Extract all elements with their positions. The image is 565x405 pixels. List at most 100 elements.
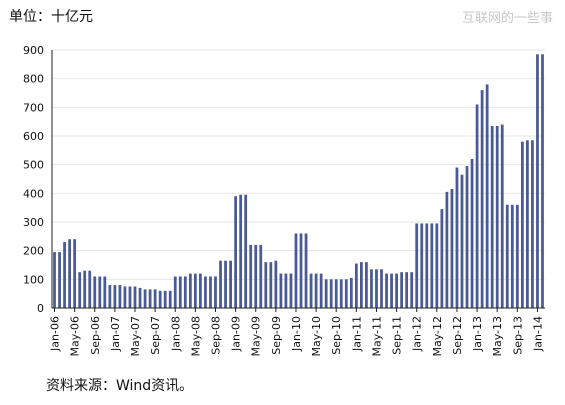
bar	[370, 269, 373, 308]
bar	[118, 285, 122, 308]
bar	[480, 90, 484, 308]
x-tick-label: May-13	[491, 316, 504, 357]
bar	[495, 125, 499, 308]
x-tick-label: May-11	[370, 316, 383, 357]
bar	[133, 286, 137, 308]
x-tick-label: Sep-13	[511, 316, 524, 355]
bar	[515, 204, 519, 308]
bar	[485, 84, 489, 309]
bar	[430, 223, 434, 308]
y-tick-label: 900	[23, 44, 44, 57]
bar	[405, 272, 409, 308]
bar	[148, 289, 152, 308]
bar	[128, 286, 132, 308]
x-tick-label: Sep-07	[149, 316, 162, 355]
bar	[349, 277, 353, 308]
bar-chart: 0 100 200 300 400 500 600 700 800 900 Jan-06 May-0…	[23, 44, 545, 357]
bar	[163, 290, 167, 308]
x-tick-label: Jan-12	[411, 316, 424, 352]
bar	[415, 223, 419, 308]
bar	[249, 244, 253, 308]
bar	[289, 273, 293, 308]
y-tick-label: 700	[23, 101, 44, 114]
bar	[188, 273, 192, 308]
bar	[465, 166, 469, 308]
bar	[153, 289, 157, 308]
bar	[73, 239, 77, 308]
x-tick-label: Jan-06	[49, 316, 62, 352]
bar	[410, 272, 414, 308]
x-tick-label: Sep-06	[89, 316, 102, 355]
bar	[375, 269, 378, 308]
bar	[380, 269, 383, 308]
bar	[78, 272, 82, 308]
bar	[445, 191, 449, 308]
unit-label: 单位：十亿元	[9, 9, 93, 25]
bar	[83, 270, 87, 308]
watermark: 互联网的一些事	[462, 11, 554, 26]
y-tick-label: 600	[23, 130, 44, 143]
bar	[284, 273, 288, 308]
bar	[269, 262, 273, 308]
x-tick-label: May-07	[129, 316, 142, 357]
source-note: 资料来源：Wind资讯。	[46, 378, 194, 394]
bar	[531, 140, 534, 308]
bar	[440, 209, 444, 308]
bar	[505, 204, 509, 308]
x-tick-label: May-06	[69, 316, 82, 357]
x-tick-label: May-08	[189, 316, 202, 357]
bar	[254, 244, 258, 308]
bar	[58, 252, 61, 308]
bar	[500, 124, 504, 309]
bar	[385, 273, 388, 308]
bar	[63, 242, 66, 308]
bar	[541, 54, 544, 308]
x-tick-label: Jan-07	[109, 316, 122, 352]
y-tick-label: 400	[23, 187, 44, 200]
bar	[108, 285, 112, 308]
bar	[214, 276, 217, 308]
bar	[53, 252, 56, 308]
bar	[455, 167, 459, 308]
bar	[435, 223, 439, 308]
y-tick-label: 0	[37, 302, 44, 315]
bar	[510, 204, 514, 308]
bar	[339, 279, 343, 308]
bar	[244, 194, 248, 308]
bar	[359, 262, 363, 308]
bar	[229, 260, 232, 308]
x-tick-label: Jan-13	[471, 316, 484, 352]
bar	[68, 239, 71, 308]
bar	[400, 272, 404, 308]
x-tick-label: Sep-09	[270, 316, 283, 355]
x-tick-label: Jan-11	[350, 316, 363, 352]
bar	[450, 189, 454, 308]
bar	[178, 276, 182, 308]
y-tick-label: 100	[23, 273, 44, 286]
bar	[294, 233, 298, 308]
bar	[334, 279, 338, 308]
bar	[314, 273, 318, 308]
bar	[93, 276, 97, 308]
bar	[395, 273, 398, 308]
bar	[354, 263, 358, 308]
bar	[420, 223, 424, 308]
bar	[209, 276, 212, 308]
bar	[234, 196, 238, 308]
bar	[183, 276, 187, 308]
x-tick-label: May-12	[431, 316, 444, 357]
y-tick-label: 300	[23, 216, 44, 229]
bar	[324, 279, 328, 308]
bar	[475, 104, 479, 308]
bar	[88, 270, 92, 308]
bar	[259, 244, 263, 308]
bar	[219, 260, 222, 308]
bar	[526, 140, 529, 308]
bar	[470, 158, 474, 308]
y-tick-label: 200	[23, 245, 44, 258]
bar	[304, 233, 308, 308]
bar	[103, 276, 107, 308]
bar	[536, 54, 539, 308]
bar	[390, 273, 393, 308]
bar	[264, 262, 268, 308]
